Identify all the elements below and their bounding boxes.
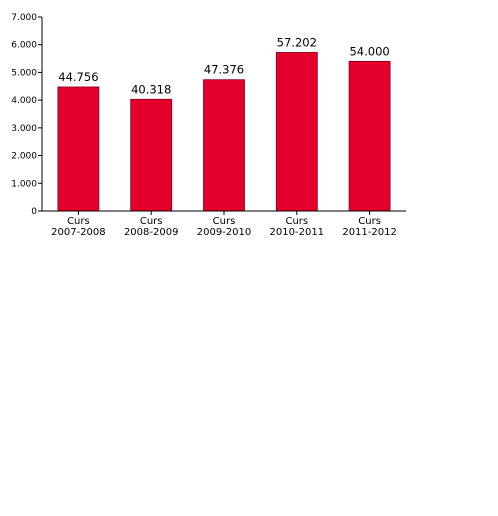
data-label-1: 40.318 [131, 82, 171, 96]
category-label-2: Curs 2009-2010 [197, 216, 252, 238]
bar-2 [203, 79, 245, 212]
category-label-3: Curs 2010-2011 [270, 216, 325, 238]
bar-0 [57, 86, 100, 212]
category-label-line: Curs [213, 216, 236, 227]
bar-1 [130, 98, 173, 212]
category-label-line: 2009-2010 [197, 227, 252, 238]
data-label-3: 57.202 [277, 35, 317, 49]
category-label-line: Curs [358, 216, 381, 227]
bars: 44.756 40.318 47.376 57.202 54.000 [57, 35, 391, 212]
y-tick-label: 3.000 [11, 124, 37, 134]
category-label-line: 2011-2012 [342, 227, 397, 238]
category-label-line: Curs [67, 216, 90, 227]
category-label-line: 2008-2009 [124, 227, 179, 238]
category-label-line: 2010-2011 [270, 227, 325, 238]
data-label-2: 47.376 [204, 63, 244, 77]
category-label-line: Curs [285, 216, 308, 227]
category-label-0: Curs 2007-2008 [51, 216, 106, 238]
y-tick-label: 4.000 [11, 96, 37, 106]
y-tick-label: 1.000 [11, 179, 37, 189]
data-label-0: 44.756 [58, 70, 98, 84]
y-tick-label: 6.000 [11, 41, 37, 51]
y-tick-label: 5.000 [11, 68, 37, 78]
y-tick-label: 2.000 [11, 152, 37, 162]
bar-3 [275, 52, 318, 212]
y-tick-label: 0 [31, 207, 37, 217]
y-tick-label: 7.000 [11, 13, 37, 23]
y-axis: 0 1.000 2.000 3.000 4.000 5.000 6.000 7.000 [11, 13, 43, 217]
category-label-1: Curs 2008-2009 [124, 216, 179, 238]
category-label-4: Curs 2011-2012 [342, 216, 397, 238]
category-label-line: 2007-2008 [51, 227, 106, 238]
data-label-4: 54.000 [349, 44, 389, 58]
category-label-line: Curs [140, 216, 163, 227]
bar-4 [348, 60, 391, 212]
